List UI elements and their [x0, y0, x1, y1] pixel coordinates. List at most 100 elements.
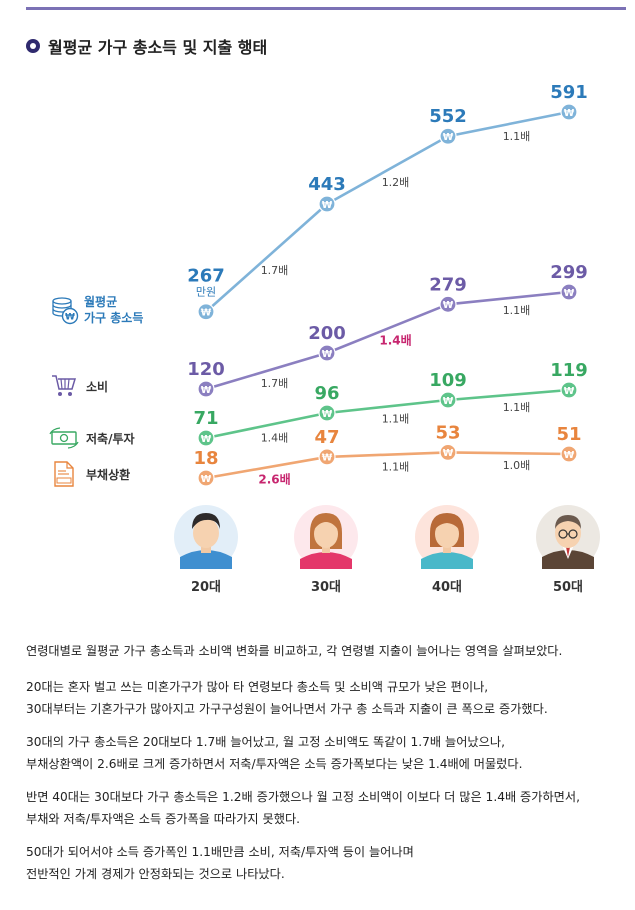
text-line: 30대부터는 기혼가구가 많아지고 가구구성원이 늘어나면서 가구 총 소득과 … — [26, 702, 548, 716]
ratio-label: 1.4배 — [379, 333, 411, 348]
legend-savings: 저축/투자 — [48, 426, 135, 450]
ratio-label: 1.1배 — [382, 461, 410, 474]
series-line-consumption — [205, 290, 570, 391]
data-point-marker — [318, 344, 336, 362]
data-point-marker — [439, 443, 457, 461]
data-value-label: 200 — [308, 323, 346, 344]
data-value-label: 552 — [429, 106, 467, 127]
won-marker-icon: ₩ — [322, 453, 333, 464]
top-divider — [26, 7, 626, 10]
legend-consumption: 소비 — [50, 373, 108, 399]
banknote-cycle-icon — [49, 427, 79, 449]
won-marker-icon: ₩ — [443, 132, 454, 143]
ratio-label: 1.1배 — [503, 304, 531, 317]
legend-income-line2: 가구 총소득 — [84, 311, 144, 325]
data-point-marker — [560, 103, 578, 121]
paragraph: 20대는 혼자 벌고 쓰는 미혼가구가 많아 타 연령보다 총소득 및 소비액 … — [26, 676, 616, 720]
won-marker-icon: ₩ — [201, 474, 212, 485]
data-value-label: 267 — [187, 266, 225, 287]
won-marker-icon: ₩ — [201, 434, 212, 445]
won-marker-icon: ₩ — [443, 396, 454, 407]
legend-savings-label: 저축/투자 — [86, 431, 135, 446]
ratio-label: 1.1배 — [503, 401, 531, 414]
won-marker-icon: ₩ — [564, 288, 575, 299]
paragraph: 50대가 되어서야 소득 증가폭인 1.1배만큼 소비, 저축/투자액 등이 늘… — [26, 841, 616, 885]
data-value-label: 120 — [187, 359, 225, 380]
won-marker-icon: ₩ — [443, 448, 454, 459]
data-point-marker — [197, 469, 215, 487]
ratio-label: 1.0배 — [503, 459, 531, 472]
text-line: 전반적인 가계 경제가 안정화되는 것으로 나타났다. — [26, 867, 285, 881]
ratio-label: 1.2배 — [382, 176, 410, 189]
text-line: 20대는 혼자 벌고 쓰는 미혼가구가 많아 타 연령보다 총소득 및 소비액 … — [26, 680, 489, 694]
legend-income-line1: 월평균 — [84, 295, 118, 309]
chart-title: 월평균 가구 총소득 및 지출 행태 — [48, 38, 268, 57]
debit-document-icon — [54, 461, 74, 487]
text-line: 50대가 되어서야 소득 증가폭인 1.1배만큼 소비, 저축/투자액 등이 늘… — [26, 845, 414, 859]
won-marker-icon: ₩ — [201, 385, 212, 396]
data-value-label: 47 — [314, 427, 339, 448]
unit-label: 만원 — [196, 286, 216, 299]
title-bullet-icon — [26, 39, 40, 53]
legend-consumption-label: 소비 — [86, 379, 109, 394]
won-marker-icon: ₩ — [564, 450, 575, 461]
description: 연령대별로 월평균 가구 총소득과 소비액 변화를 비교하고, 각 연령별 지출… — [26, 640, 616, 896]
age-label-40s: 40대 — [431, 580, 463, 595]
data-point-marker — [560, 381, 578, 399]
won-marker-icon: ₩ — [322, 349, 333, 360]
data-value-label: 51 — [556, 424, 581, 445]
ratio-label: 1.7배 — [261, 264, 289, 277]
data-point-marker — [439, 295, 457, 313]
ratio-label: 1.4배 — [261, 432, 289, 445]
data-value-label: 53 — [435, 422, 460, 443]
won-marker-icon: ₩ — [564, 108, 575, 119]
text-line: 부채와 저축/투자액은 소득 증가폭을 따라가지 못했다. — [26, 812, 301, 826]
data-value-label: 96 — [314, 383, 339, 404]
age-label-30s: 30대 — [310, 580, 342, 595]
paragraph: 연령대별로 월평균 가구 총소득과 소비액 변화를 비교하고, 각 연령별 지출… — [26, 640, 616, 662]
ratio-label: 1.7배 — [261, 377, 289, 390]
age-label-50s: 50대 — [552, 580, 584, 595]
svg-text:₩: ₩ — [65, 313, 75, 323]
paragraph: 30대의 가구 총소득은 20대보다 1.7배 늘어났고, 월 고정 소비액도 … — [26, 731, 616, 775]
ratio-label: 1.1배 — [382, 413, 410, 426]
legend-income: ₩ 월평균 가구 총소득 — [50, 294, 143, 326]
paragraph: 반면 40대는 30대보다 가구 총소득은 1.2배 증가했으나 월 고정 소비… — [26, 786, 616, 830]
data-value-label: 279 — [429, 274, 467, 295]
series-line-debt — [205, 451, 570, 480]
data-point-marker — [439, 127, 457, 145]
data-point-marker — [197, 429, 215, 447]
text-line: 연령대별로 월평균 가구 총소득과 소비액 변화를 비교하고, 각 연령별 지출… — [26, 644, 563, 658]
age-label-20s: 20대 — [190, 580, 222, 595]
legend-debt: 부채상환 — [52, 460, 130, 488]
data-value-label: 443 — [308, 174, 346, 195]
won-marker-icon: ₩ — [564, 386, 575, 397]
data-value-label: 591 — [550, 82, 588, 103]
won-marker-icon: ₩ — [322, 409, 333, 420]
won-marker-icon: ₩ — [201, 308, 212, 319]
shopping-cart-icon — [52, 375, 77, 396]
data-value-label: 299 — [550, 262, 588, 283]
won-marker-icon: ₩ — [322, 200, 333, 211]
section-title: 월평균 가구 총소득 및 지출 행태 — [26, 34, 267, 58]
text-line: 30대의 가구 총소득은 20대보다 1.7배 늘어났고, 월 고정 소비액도 … — [26, 735, 505, 749]
data-value-label: 119 — [550, 360, 588, 381]
text-line: 반면 40대는 30대보다 가구 총소득은 1.2배 증가했으나 월 고정 소비… — [26, 790, 580, 804]
text-line: 부채상환액이 2.6배로 크게 증가하면서 저축/투자액은 소득 증가폭보다는 … — [26, 757, 523, 771]
coin-stack-won-icon: ₩ — [52, 297, 79, 325]
data-point-marker — [318, 195, 336, 213]
legend-debt-label: 부채상환 — [86, 467, 131, 482]
data-point-marker — [197, 380, 215, 398]
data-value-label: 71 — [193, 408, 218, 429]
data-point-marker — [197, 303, 215, 321]
ratio-label: 2.6배 — [258, 471, 290, 486]
data-point-marker — [318, 448, 336, 466]
data-point-marker — [560, 445, 578, 463]
series-line-savings — [205, 388, 570, 440]
data-point-marker — [318, 404, 336, 422]
series-line-income — [205, 110, 570, 313]
data-value-label: 109 — [429, 370, 467, 391]
won-marker-icon: ₩ — [443, 300, 454, 311]
data-point-marker — [560, 283, 578, 301]
